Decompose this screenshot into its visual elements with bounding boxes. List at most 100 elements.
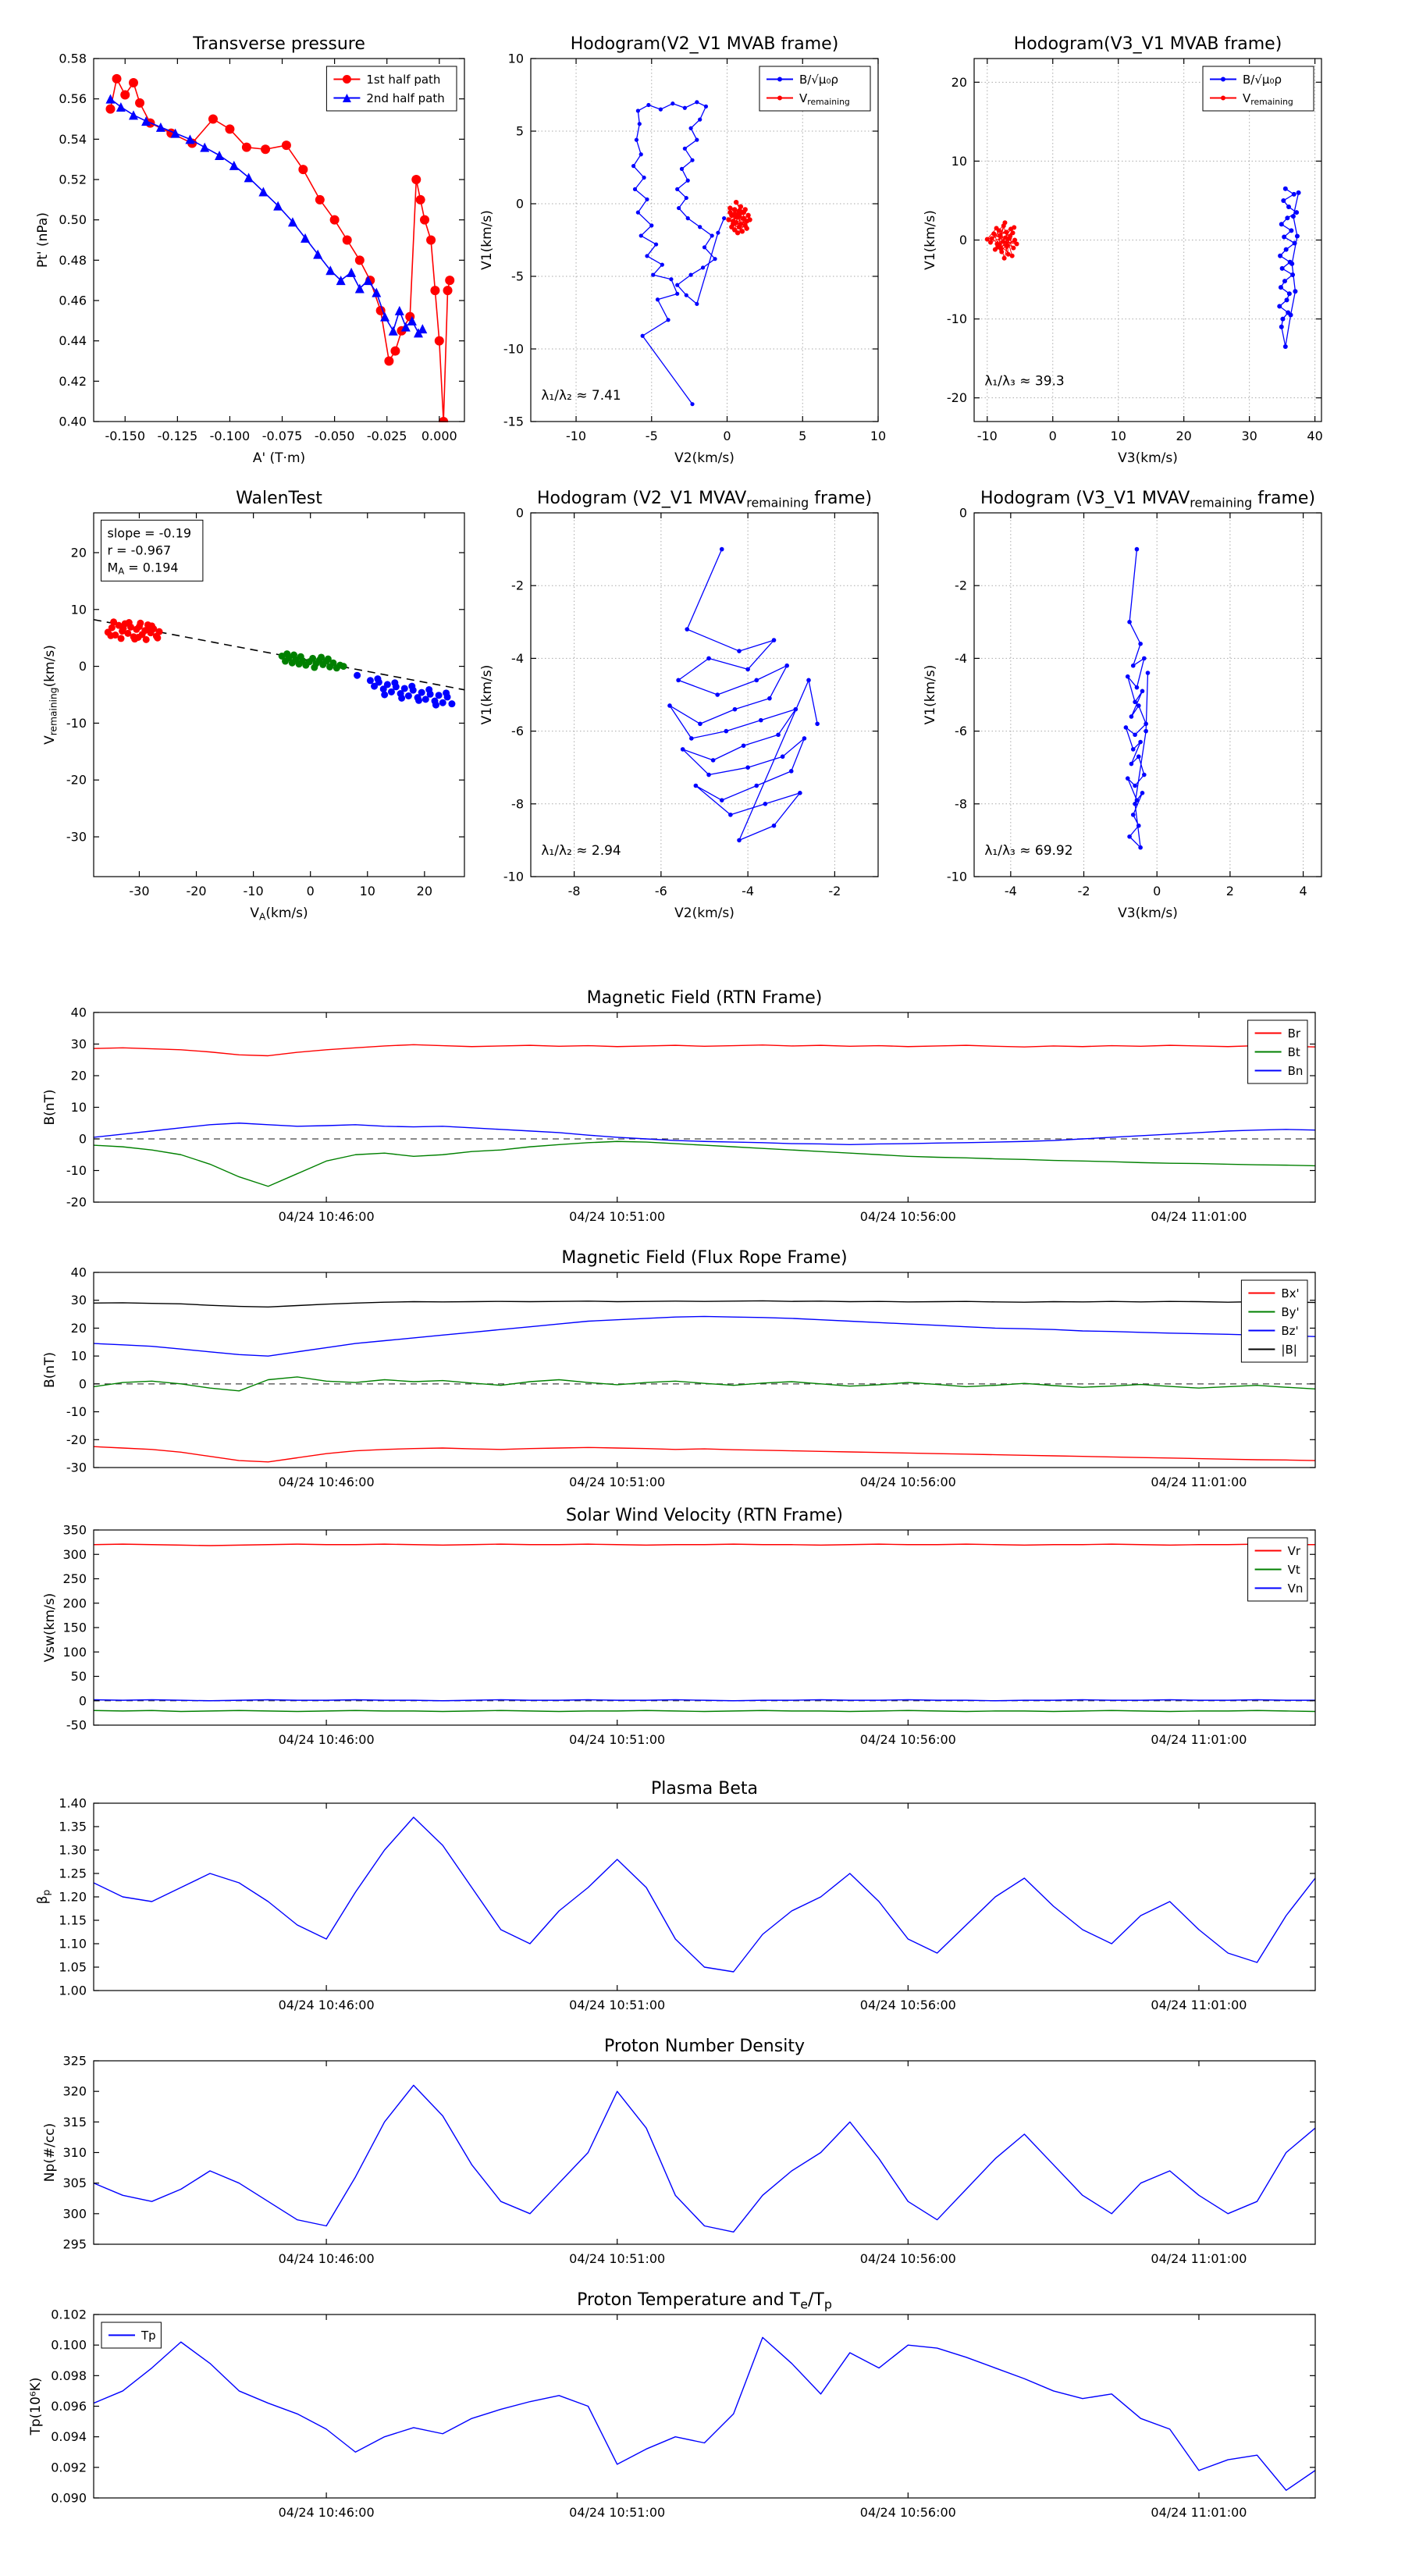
x-tick-label: 0 xyxy=(1153,884,1161,898)
y-tick-label: 0 xyxy=(79,1693,87,1708)
plot-background xyxy=(531,513,878,877)
series-layer xyxy=(93,1044,1316,1187)
axes-frame xyxy=(93,2060,1316,2245)
x-tick-label: 04/24 11:01:00 xyxy=(1151,1998,1247,2012)
y-tick-label: 1.40 xyxy=(59,1796,87,1811)
series-line-Bt xyxy=(93,1140,1316,1187)
y-tick-label: 250 xyxy=(62,1571,87,1586)
x-tick-label: 04/24 10:46:00 xyxy=(279,1475,375,1489)
series-v-remaining xyxy=(984,220,1019,261)
legend-label: Bt xyxy=(1288,1045,1300,1059)
axes-frame xyxy=(530,512,879,877)
x-tick-label: -10 xyxy=(977,429,998,443)
y-tick-label: 300 xyxy=(62,2206,87,2221)
chart-hodogram-v2v1-mvav: -8 -6 -4 -2 0 -2 -4 -6 -8 -10 Hodogram (V2_V1 MVAV… xyxy=(479,489,879,921)
series-line-Vt xyxy=(93,1710,1316,1713)
series-Bz-prime xyxy=(93,1315,1316,1357)
series-Np xyxy=(93,2084,1316,2233)
series-line-Vr xyxy=(93,1543,1315,1546)
y-tick-label: 30 xyxy=(71,1037,87,1051)
legend-label: Vn xyxy=(1288,1582,1304,1596)
y-tick-label: -50 xyxy=(66,1718,87,1733)
x-tick-label: 5 xyxy=(799,429,806,443)
chart-hodogram-v3v1-mvab: -10 0 10 20 30 40 -20 -10 0 10 20 Hodogram(V3_V1 MV… xyxy=(923,34,1323,466)
stats-line: MA​ = 0.194 xyxy=(108,560,179,576)
y-tick-label: 0.100 xyxy=(51,2338,87,2353)
y-tick-label: 1.30 xyxy=(59,1843,87,1858)
series-line-Tp xyxy=(93,2336,1316,2491)
x-tick-label: -10 xyxy=(244,884,264,898)
chart-proton-temperature: 04/24 10:46:00 04/24 10:51:00 04/24 10:56:… xyxy=(28,2290,1316,2520)
x-tick-label: -6 xyxy=(655,884,667,898)
axes-frame xyxy=(973,512,1322,877)
legend-label: Bn xyxy=(1288,1064,1304,1078)
chart-walen-test: -30 -20 -10 0 10 20 -30 -20 -10 0 10 20 WalenTest VA​… xyxy=(42,489,465,922)
series-v-path xyxy=(1123,546,1151,850)
plot-background xyxy=(94,1272,1315,1468)
series-second-half-path xyxy=(105,94,428,338)
x-tick-label: 10 xyxy=(870,429,886,443)
series-layer xyxy=(93,618,465,709)
x-tick-label: 0 xyxy=(307,884,315,898)
y-tick-label: -10 xyxy=(947,311,967,326)
series-layer xyxy=(93,1816,1316,1973)
annotation: λ₁/λ₃ ≈ 39.3 xyxy=(984,374,1064,390)
y-tick-label: 0.42 xyxy=(59,374,87,389)
series-line-beta-p xyxy=(93,1816,1316,1973)
y-tick-label: 10 xyxy=(508,52,524,66)
axes-frame xyxy=(93,1272,1316,1468)
x-tick-label: 20 xyxy=(417,884,432,898)
series-line-Bz-prime xyxy=(93,1315,1316,1357)
legend-label: |B| xyxy=(1281,1343,1297,1357)
x-tick-label: 04/24 10:56:00 xyxy=(860,1475,956,1489)
y-tick-label: 0.096 xyxy=(51,2399,87,2414)
series-Bn xyxy=(93,1123,1316,1145)
y-tick-label: 295 xyxy=(62,2237,87,2252)
x-tick-label: -0.100 xyxy=(210,429,251,443)
x-axis-label: VA​(km/s) xyxy=(250,906,308,922)
series-layer xyxy=(105,73,455,422)
legend-label: B/√μ₀ρ xyxy=(1243,73,1282,87)
y-tick-label: -2 xyxy=(511,578,524,593)
axes-frame xyxy=(973,58,1322,422)
chart-title: Hodogram (V3_V1 MVAVremaining​ frame) xyxy=(980,489,1315,510)
x-tick-label: 10 xyxy=(360,884,375,898)
x-tick-label: 04/24 10:51:00 xyxy=(569,1998,665,2012)
y-tick-label: 20 xyxy=(71,1069,87,1083)
y-tick-label: 50 xyxy=(71,1669,87,1684)
series-line-B-magnitude xyxy=(93,1300,1316,1308)
y-tick-label: -30 xyxy=(66,830,87,845)
series-layer xyxy=(93,1543,1316,1713)
x-tick-label: 04/24 10:51:00 xyxy=(569,1475,665,1489)
gridlines xyxy=(974,59,1321,422)
y-tick-label: -8 xyxy=(511,796,524,811)
y-tick-label: 0 xyxy=(516,506,524,521)
plot-background xyxy=(974,513,1321,877)
gridlines xyxy=(974,512,1321,877)
y-tick-label: 40 xyxy=(71,1265,87,1280)
legend-label: B/√μ₀ρ xyxy=(799,73,838,87)
chart-hodogram-v3v1-mvav: -4 -2 0 2 4 0 -2 -4 -6 -8 -10 Hodogram (V3_V1 MVAVr… xyxy=(923,489,1322,921)
series-Vn xyxy=(93,1699,1315,1702)
axes-frame xyxy=(93,512,465,877)
x-axis-label: A' (T·m) xyxy=(253,450,305,466)
x-axis-label: V3(km/s) xyxy=(1118,450,1178,466)
y-axis-label: Np(#/cc) xyxy=(42,2123,58,2182)
y-tick-label: -10 xyxy=(947,870,967,884)
legend: Tp xyxy=(101,2322,162,2349)
legend-label: Vr xyxy=(1288,1544,1301,1558)
x-tick-label: 04/24 11:01:00 xyxy=(1151,2251,1247,2266)
stats-line: slope = -0.19 xyxy=(108,525,192,540)
stats-line: r = -0.967 xyxy=(108,543,172,557)
x-axis-label: V2(km/s) xyxy=(674,906,735,921)
y-tick-label: 1.25 xyxy=(59,1866,87,1881)
x-tick-label: -2 xyxy=(828,884,841,898)
x-tick-label: 04/24 11:01:00 xyxy=(1151,1732,1247,1747)
series-layer xyxy=(93,2336,1316,2491)
y-tick-label: -10 xyxy=(66,716,87,731)
axes-frame xyxy=(93,1802,1316,1991)
chart-solar-wind-velocity-rtn: 04/24 10:46:00 04/24 10:51:00 04/24 10:56:… xyxy=(42,1506,1316,1747)
y-tick-label: 10 xyxy=(951,154,967,169)
y-axis-label: V1(km/s) xyxy=(479,665,495,725)
